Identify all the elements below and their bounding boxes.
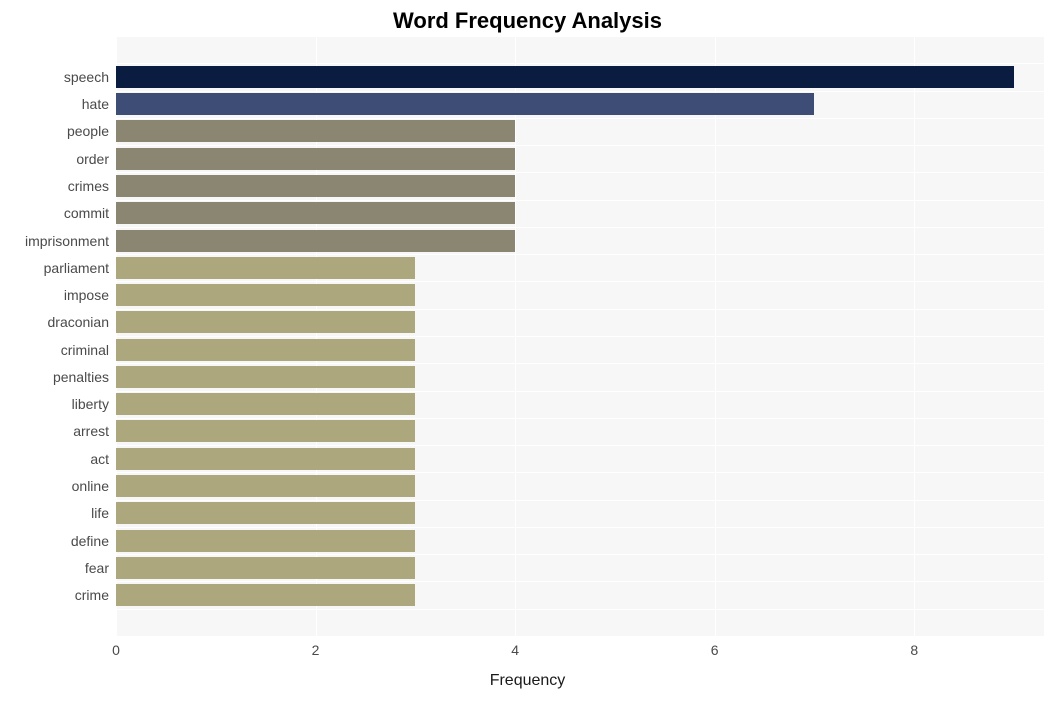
- gridline-horizontal: [116, 581, 1044, 582]
- bar: [116, 366, 415, 388]
- word-frequency-chart: Word Frequency Analysis speech hate people…: [0, 0, 1055, 701]
- bar: [116, 475, 415, 497]
- x-tick-label: 0: [112, 642, 120, 658]
- gridline-horizontal: [116, 527, 1044, 528]
- bar: [116, 120, 515, 142]
- gridline-horizontal: [116, 363, 1044, 364]
- bar: [116, 311, 415, 333]
- bar: [116, 202, 515, 224]
- gridline-horizontal: [116, 391, 1044, 392]
- bar: [116, 148, 515, 170]
- y-tick-label: impose: [0, 287, 109, 303]
- gridline-horizontal: [116, 309, 1044, 310]
- bar: [116, 393, 415, 415]
- y-tick-label: order: [0, 151, 109, 167]
- x-tick-label: 6: [711, 642, 719, 658]
- y-tick-label: crimes: [0, 178, 109, 194]
- x-tick-label: 8: [910, 642, 918, 658]
- y-tick-label: people: [0, 123, 109, 139]
- y-tick-label: define: [0, 533, 109, 549]
- bar: [116, 584, 415, 606]
- bar: [116, 502, 415, 524]
- y-tick-label: parliament: [0, 260, 109, 276]
- gridline-horizontal: [116, 418, 1044, 419]
- gridline-horizontal: [116, 254, 1044, 255]
- y-tick-label: liberty: [0, 396, 109, 412]
- gridline-horizontal: [116, 336, 1044, 337]
- bar: [116, 66, 1014, 88]
- gridline-horizontal: [116, 145, 1044, 146]
- gridline-horizontal: [116, 63, 1044, 64]
- y-tick-label: act: [0, 451, 109, 467]
- bar: [116, 448, 415, 470]
- bar: [116, 339, 415, 361]
- x-tick-label: 2: [312, 642, 320, 658]
- bar: [116, 257, 415, 279]
- gridline-horizontal: [116, 118, 1044, 119]
- y-tick-label: crime: [0, 587, 109, 603]
- x-axis-label: Frequency: [0, 672, 1055, 690]
- y-tick-label: criminal: [0, 342, 109, 358]
- plot-area: [116, 36, 1044, 636]
- gridline-horizontal: [116, 36, 1044, 37]
- gridline-horizontal: [116, 554, 1044, 555]
- gridline-horizontal: [116, 609, 1044, 610]
- y-tick-label: fear: [0, 560, 109, 576]
- bar: [116, 557, 415, 579]
- gridline-horizontal: [116, 445, 1044, 446]
- gridline-horizontal: [116, 227, 1044, 228]
- y-tick-label: imprisonment: [0, 233, 109, 249]
- y-tick-label: hate: [0, 96, 109, 112]
- gridline-horizontal: [116, 200, 1044, 201]
- y-tick-label: speech: [0, 69, 109, 85]
- bar: [116, 284, 415, 306]
- gridline-horizontal: [116, 172, 1044, 173]
- y-tick-label: arrest: [0, 423, 109, 439]
- gridline-horizontal: [116, 472, 1044, 473]
- y-tick-label: penalties: [0, 369, 109, 385]
- chart-title: Word Frequency Analysis: [0, 8, 1055, 34]
- gridline-horizontal: [116, 636, 1044, 637]
- gridline-horizontal: [116, 281, 1044, 282]
- bar: [116, 230, 515, 252]
- bar: [116, 175, 515, 197]
- gridline-horizontal: [116, 91, 1044, 92]
- bar: [116, 420, 415, 442]
- y-tick-label: online: [0, 478, 109, 494]
- y-tick-label: life: [0, 505, 109, 521]
- gridline-horizontal: [116, 500, 1044, 501]
- x-tick-label: 4: [511, 642, 519, 658]
- bar: [116, 93, 814, 115]
- y-tick-label: commit: [0, 205, 109, 221]
- bar: [116, 530, 415, 552]
- y-tick-label: draconian: [0, 314, 109, 330]
